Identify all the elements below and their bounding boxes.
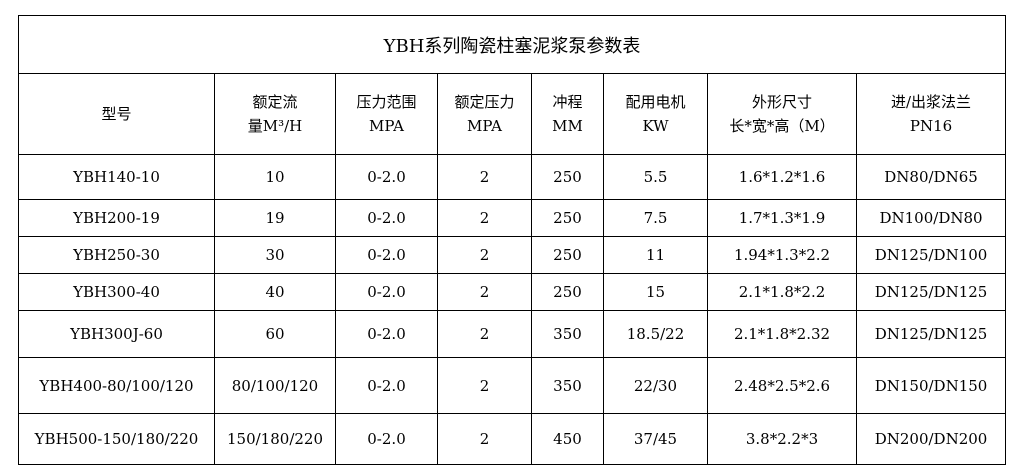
table-title: YBH系列陶瓷柱塞泥浆泵参数表: [17, 15, 1007, 74]
column-header: 进/出浆法兰 PN16: [855, 73, 1007, 155]
header-line-2: MPA: [369, 117, 404, 135]
header-line-1: 冲程: [552, 93, 583, 111]
table-cell: 250: [531, 273, 604, 311]
table-cell: 350: [531, 357, 604, 414]
table-row: YBH300-40 40 0-2.0 2 250 15 2.1*1.8*2.2 DN125/D…: [18, 273, 1007, 311]
table-cell: 40: [214, 273, 336, 311]
table-cell: 5.5: [603, 154, 708, 200]
table-cell: YBH300J-60: [18, 310, 215, 358]
table-cell: 350: [531, 310, 604, 358]
table-cell: 2.1*1.8*2.2: [707, 273, 857, 311]
table-cell: 2: [437, 310, 532, 358]
table-cell: 10: [214, 154, 336, 200]
header-line-1: 配用电机: [625, 93, 686, 111]
header-line-1: 额定流: [252, 93, 298, 111]
column-header: 额定流量M³/H: [214, 73, 336, 155]
table-row: YBH200-19 19 0-2.0 2 250 7.5 1.7*1.3*1.9 DN100/…: [18, 199, 1007, 237]
table-cell: 2: [437, 273, 532, 311]
column-header: 额定压力 MPA: [437, 73, 532, 155]
table-row: YBH400-80/100/120 80/100/120 0-2.0 2 350 22/3…: [18, 357, 1007, 414]
table-cell: YBH500-150/180/220: [18, 413, 215, 465]
table-cell: DN125/DN100: [855, 236, 1007, 274]
column-header: 配用电机 KW: [603, 73, 708, 155]
header-line-1: 进/出浆法兰: [891, 93, 972, 111]
column-header: 外形尺寸长*宽*高（M）: [707, 73, 857, 155]
table-cell: 7.5: [603, 199, 708, 237]
header-line-2: MM: [552, 117, 583, 135]
table-cell: 2: [437, 357, 532, 414]
header-line-2: PN16: [909, 117, 953, 135]
table-cell: YBH400-80/100/120: [18, 357, 215, 414]
table-cell: 0-2.0: [335, 199, 438, 237]
table-cell: 2: [437, 236, 532, 274]
table-cell: DN200/DN200: [855, 413, 1007, 465]
table-cell: 60: [214, 310, 336, 358]
parameter-table: YBH系列陶瓷柱塞泥浆泵参数表 型号 额定流量M³/H 压力范围 MPA 额定压力 MPA…: [17, 15, 1007, 465]
table-row: YBH500-150/180/220 150/180/220 0-2.0 2 450 37…: [18, 413, 1007, 465]
table-cell: 22/30: [603, 357, 708, 414]
header-line-2: 长*宽*高（M）: [729, 117, 835, 135]
table-cell: DN125/DN125: [855, 310, 1007, 358]
header-line-2: KW: [642, 117, 669, 135]
table-row: YBH140-10 10 0-2.0 2 250 5.5 1.6*1.2*1.6 DN80/D…: [18, 154, 1007, 200]
table-cell: 2: [437, 413, 532, 465]
table-cell: 19: [214, 199, 336, 237]
table-cell: 2: [437, 199, 532, 237]
table-cell: YBH300-40: [18, 273, 215, 311]
table-cell: 0-2.0: [335, 273, 438, 311]
header-line-1: 额定压力: [454, 93, 515, 111]
table-cell: 11: [603, 236, 708, 274]
table-cell: 1.94*1.3*2.2: [707, 236, 857, 274]
table-cell: 0-2.0: [335, 310, 438, 358]
table-cell: 250: [531, 236, 604, 274]
table-cell: 250: [531, 154, 604, 200]
header-line-1: 外形尺寸: [751, 93, 812, 111]
table-cell: 80/100/120: [214, 357, 336, 414]
table-cell: 150/180/220: [214, 413, 336, 465]
table-cell: 250: [531, 199, 604, 237]
table-cell: DN150/DN150: [855, 357, 1007, 414]
header-line-1: 压力范围: [356, 93, 417, 111]
table-cell: 450: [531, 413, 604, 465]
table-row: YBH300J-60 60 0-2.0 2 350 18.5/22 2.1*1.8*2.32…: [18, 310, 1007, 358]
table-cell: 2.48*2.5*2.6: [707, 357, 857, 414]
table-cell: 0-2.0: [335, 413, 438, 465]
table-cell: DN80/DN65: [855, 154, 1007, 200]
table-cell: 0-2.0: [335, 154, 438, 200]
table-cell: 0-2.0: [335, 357, 438, 414]
column-header: 冲程 MM: [531, 73, 604, 155]
table-cell: YBH200-19: [18, 199, 215, 237]
table-cell: 0-2.0: [335, 236, 438, 274]
table-cell: 1.6*1.2*1.6: [707, 154, 857, 200]
table-cell: DN100/DN80: [855, 199, 1007, 237]
column-header: 型号: [18, 73, 215, 155]
table-cell: 2: [437, 154, 532, 200]
table-cell: 3.8*2.2*3: [707, 413, 857, 465]
table-cell: 30: [214, 236, 336, 274]
header-line-1: 型号: [101, 105, 132, 123]
header-line-2: MPA: [467, 117, 502, 135]
table-cell: 37/45: [603, 413, 708, 465]
table-cell: 2.1*1.8*2.32: [707, 310, 857, 358]
table-cell: 15: [603, 273, 708, 311]
table-cell: 18.5/22: [603, 310, 708, 358]
column-header: 压力范围 MPA: [335, 73, 438, 155]
table-cell: YBH250-30: [18, 236, 215, 274]
table-cell: DN125/DN125: [855, 273, 1007, 311]
table-cell: 1.7*1.3*1.9: [707, 199, 857, 237]
table-cell: YBH140-10: [18, 154, 215, 200]
header-line-2: 量M³/H: [247, 117, 303, 135]
table-row: YBH250-30 30 0-2.0 2 250 11 1.94*1.3*2.2 DN125/…: [18, 236, 1007, 274]
